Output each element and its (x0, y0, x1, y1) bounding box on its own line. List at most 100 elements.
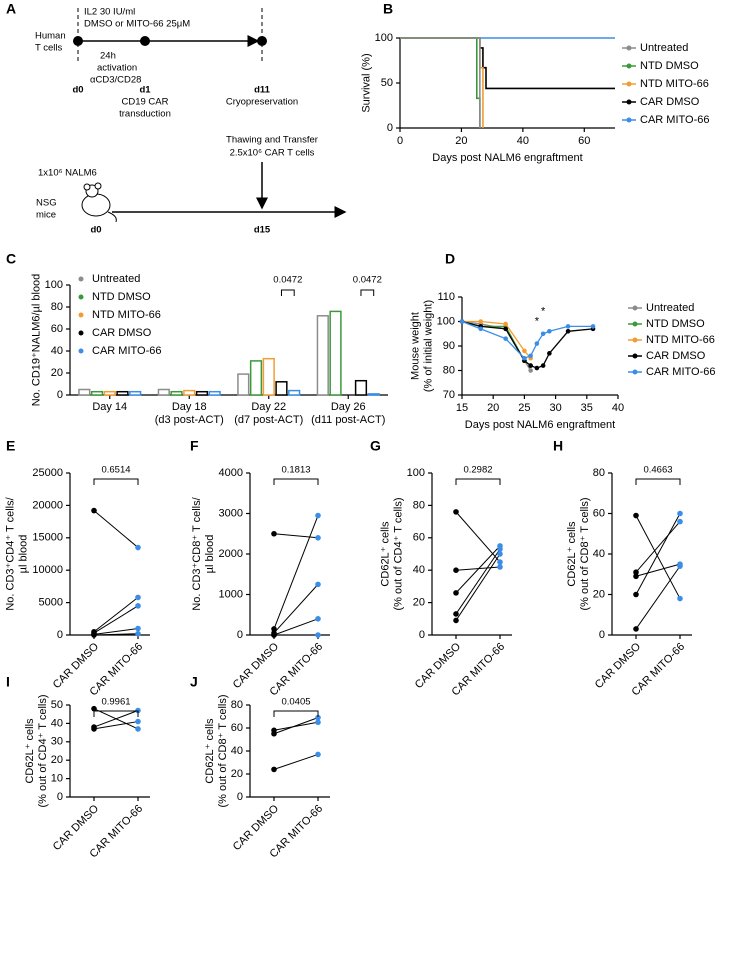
y-tick-label: 20 (231, 768, 243, 780)
legend-marker (632, 353, 638, 359)
y-tick-label: 15000 (32, 532, 63, 544)
pair-line (273, 618, 319, 636)
point (633, 626, 639, 632)
x-tick-label: Day 26 (331, 401, 366, 413)
y-tick-label: 80 (231, 699, 243, 711)
point (677, 518, 683, 525)
y-tick-label: 20000 (32, 499, 63, 511)
p-value: 0.0472 (273, 275, 302, 286)
p-value: 0.0405 (281, 697, 310, 708)
y-tick-label: 40 (51, 717, 63, 729)
y-tick-label: 2000 (219, 548, 243, 560)
bar (129, 390, 142, 396)
point (135, 630, 141, 637)
survival-line (400, 37, 481, 128)
bar (354, 379, 368, 396)
legend-label: NTD DMSO (92, 291, 151, 303)
x-axis-label: Days post NALM6 engraftment (465, 419, 615, 431)
label: 2.5x10⁶ CAR T cells (230, 148, 315, 159)
legend-label: CAR MITO-66 (640, 114, 709, 126)
point (633, 512, 639, 519)
y-tick-label: 60 (413, 532, 425, 544)
bracket (455, 478, 501, 485)
y-axis-label: µl blood (204, 535, 216, 574)
y-tick-label: 100 (375, 32, 393, 44)
point (315, 714, 321, 721)
point (590, 324, 596, 329)
point (459, 319, 465, 324)
point (478, 319, 484, 324)
point (91, 507, 97, 514)
point (497, 546, 503, 552)
point (453, 590, 459, 596)
timepoint (257, 36, 267, 46)
pair-line (273, 515, 319, 630)
y-tick-label: 5000 (39, 597, 63, 609)
y-axis-label: Survival (%) (360, 53, 372, 112)
label: 1x10⁶ NALM6 (38, 168, 97, 179)
bar (208, 390, 221, 396)
pair-line (93, 633, 139, 636)
point (497, 564, 503, 570)
p-value: 0.4663 (643, 465, 672, 476)
y-axis-label: No. CD19⁺NALM6/µl blood (30, 274, 42, 407)
point (528, 363, 533, 368)
point (478, 326, 484, 332)
weight-line (461, 320, 594, 360)
y-tick-label: 30 (51, 736, 63, 748)
x-tick-label: 40 (612, 402, 624, 414)
legend-marker (78, 312, 84, 318)
bracket (273, 478, 319, 485)
x-tick-label: 0 (397, 135, 403, 147)
y-tick-label: 20 (413, 597, 425, 609)
bar (367, 393, 380, 396)
panel-label: I (6, 674, 10, 690)
bar (316, 315, 329, 396)
y-tick-label: 20 (51, 367, 63, 379)
p-value: 0.1813 (281, 465, 310, 476)
y-axis-label: No. CD3⁺CD8⁺ T cells/ (191, 496, 203, 610)
panel-label: D (445, 251, 455, 267)
x-tick-label: (d7 post-ACT) (234, 414, 303, 426)
y-axis-label: (% out of CD8⁺ T cells) (579, 498, 591, 611)
x-tick-label: 20 (487, 402, 499, 414)
pair-line (93, 605, 139, 634)
point (453, 617, 459, 624)
bar (262, 357, 275, 396)
pair-line (635, 515, 681, 599)
panel-label: E (6, 438, 15, 454)
pair-line (93, 510, 139, 548)
point (677, 563, 683, 569)
point (528, 368, 533, 373)
point (633, 573, 639, 580)
panel-label: H (553, 438, 563, 454)
y-tick-label: 80 (443, 364, 455, 376)
bar (78, 388, 91, 396)
y-axis-label: Mouse weight (409, 312, 421, 380)
y-tick-label: 60 (51, 323, 63, 335)
point (677, 595, 683, 602)
y-tick-label: 0 (237, 791, 243, 803)
point (315, 751, 321, 758)
y-axis-label: (% out of CD4⁺ T cells) (37, 695, 49, 808)
legend-marker (626, 81, 632, 87)
y-tick-label: 110 (437, 291, 455, 303)
bracket (360, 289, 375, 296)
point (315, 632, 321, 638)
y-axis-label: (% out of CD4⁺ T cells) (392, 498, 404, 611)
y-tick-label: 10000 (32, 564, 63, 576)
legend-marker (632, 369, 638, 375)
bracket (273, 710, 319, 717)
pair-line (93, 710, 139, 728)
point (135, 625, 141, 632)
point (271, 626, 277, 632)
pair-line (93, 628, 139, 635)
bar (116, 390, 129, 396)
bar (90, 390, 104, 396)
point (315, 719, 321, 726)
survival-line (400, 37, 484, 128)
point (540, 331, 546, 337)
legend-marker (632, 305, 638, 311)
label: Human (35, 31, 66, 42)
